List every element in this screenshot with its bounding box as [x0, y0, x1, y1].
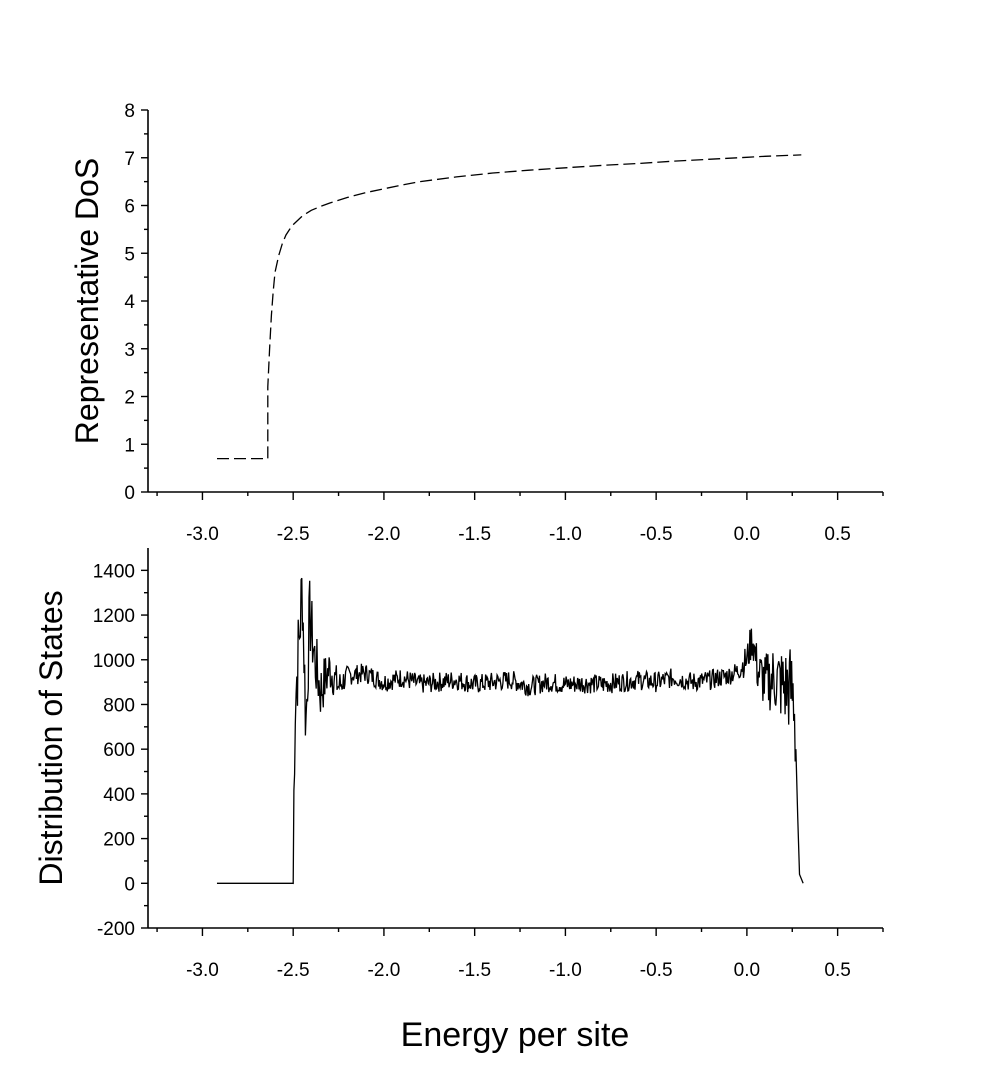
y-tick-label: 0	[124, 874, 135, 895]
y-tick-label: 400	[103, 785, 135, 806]
y-tick-label: 5	[124, 244, 135, 265]
x-tick-label: -1.0	[549, 524, 582, 545]
y-tick-label: 800	[103, 695, 135, 716]
x-tick-label: 0.0	[734, 960, 760, 981]
y-tick-label: 1400	[93, 561, 135, 582]
top-x-ticks: -3.0 -2.5 -2.0 -1.5 -1.0 -0.5 0.0 0.5	[156, 492, 884, 545]
x-tick-label: -0.5	[640, 524, 673, 545]
top-panel: -3.0 -2.5 -2.0 -1.5 -1.0 -0.5 0.0 0.5 0 1 2 3 4 5 6 7 8…	[69, 101, 884, 545]
y-tick-label: 1000	[93, 651, 135, 672]
top-y-ticks: 0 1 2 3 4 5 6 7 8	[124, 101, 148, 504]
y-tick-label: 8	[124, 101, 135, 122]
x-tick-label: 0.5	[824, 960, 850, 981]
bottom-panel: -3.0 -2.5 -2.0 -1.5 -1.0 -0.5 0.0 0.5 -200 0 200 4…	[33, 548, 884, 981]
y-tick-label: 2	[124, 388, 135, 409]
bottom-series-line	[216, 577, 804, 885]
x-tick-label: -1.5	[458, 960, 491, 981]
x-tick-label: -0.5	[640, 960, 673, 981]
y-tick-label: 6	[124, 197, 135, 218]
x-tick-label: -3.0	[186, 960, 219, 981]
y-tick-label: 4	[124, 292, 135, 313]
y-tick-label: 200	[103, 830, 135, 851]
y-tick-label: 7	[124, 149, 135, 170]
bottom-y-ticks: -200 0 200 400 600 800 1000 1200 1400	[93, 561, 148, 940]
x-tick-label: -2.5	[277, 960, 310, 981]
y-tick-label: 1	[124, 435, 135, 456]
x-tick-label: -2.5	[277, 524, 310, 545]
y-tick-label: 600	[103, 740, 135, 761]
x-tick-label: -1.5	[458, 524, 491, 545]
y-tick-label: 1200	[93, 606, 135, 627]
top-y-axis-title: Representative DoS	[69, 158, 105, 444]
x-tick-label: 0.0	[734, 524, 760, 545]
x-tick-label: -2.0	[368, 524, 401, 545]
x-tick-label: -3.0	[186, 524, 219, 545]
bottom-y-axis-title: Distribution of States	[33, 590, 69, 885]
top-series-line	[217, 154, 802, 460]
x-tick-label: 0.5	[824, 524, 850, 545]
y-tick-label: 0	[124, 483, 135, 504]
x-axis-title: Energy per site	[401, 1016, 630, 1054]
y-tick-label: -200	[97, 919, 135, 940]
x-tick-label: -1.0	[549, 960, 582, 981]
y-tick-label: 3	[124, 340, 135, 361]
x-tick-label: -2.0	[368, 960, 401, 981]
bottom-x-ticks: -3.0 -2.5 -2.0 -1.5 -1.0 -0.5 0.0 0.5	[156, 928, 884, 981]
